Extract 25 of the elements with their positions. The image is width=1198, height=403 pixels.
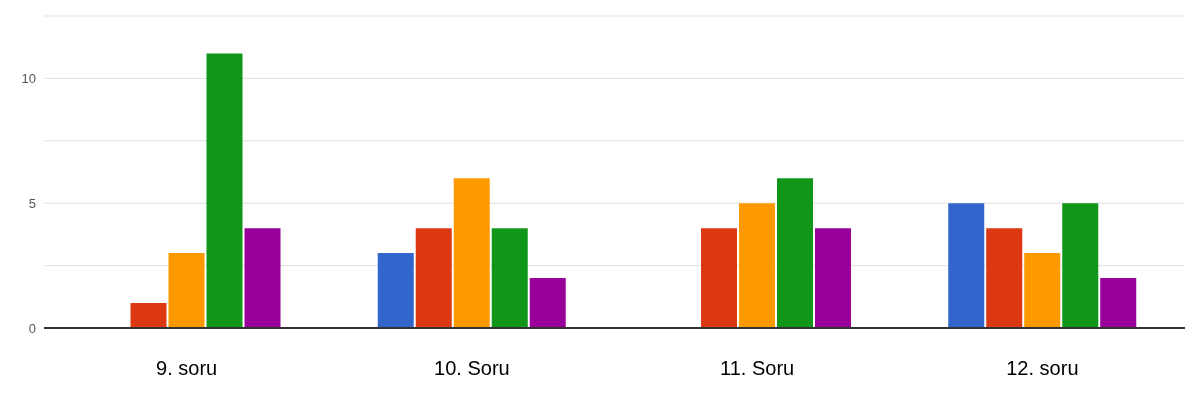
bar — [948, 203, 985, 328]
bar — [453, 178, 490, 328]
y-tick-label: 5 — [28, 195, 36, 211]
x-tick-label: 11. Soru — [720, 357, 795, 380]
bar — [1024, 253, 1061, 328]
bar — [168, 253, 205, 328]
bar — [491, 228, 528, 328]
x-tick-label: 10. Soru — [434, 357, 510, 380]
bar — [415, 228, 452, 328]
bar — [1062, 203, 1099, 328]
bar — [738, 203, 775, 328]
bar — [776, 178, 813, 328]
y-tick-label: 0 — [28, 320, 36, 336]
y-tick-label: 10 — [21, 71, 36, 87]
bar — [700, 228, 737, 328]
bar — [814, 228, 851, 328]
bar — [206, 53, 243, 328]
bar — [244, 228, 281, 328]
bar — [130, 303, 167, 328]
x-tick-label: 9. soru — [156, 357, 218, 380]
x-tick-label: 12. soru — [1006, 357, 1079, 380]
bar — [529, 278, 566, 328]
bar — [1100, 278, 1137, 328]
bar — [377, 253, 414, 328]
bar — [986, 228, 1023, 328]
